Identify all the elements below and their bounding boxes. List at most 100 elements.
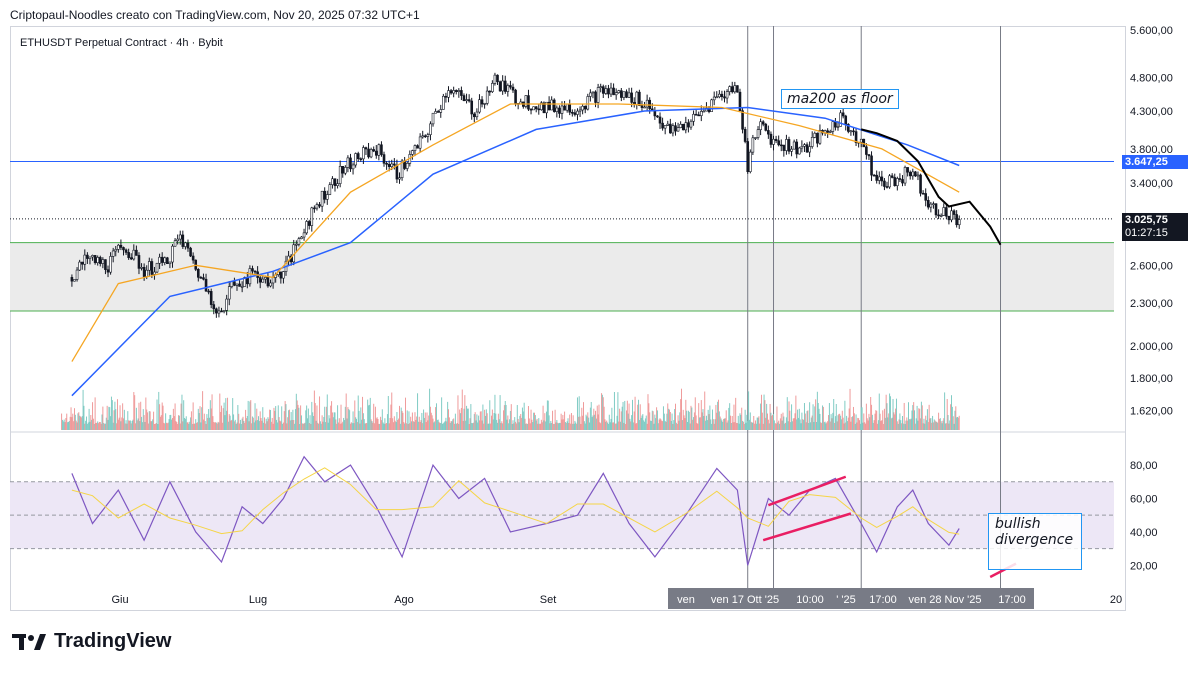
candle-body <box>233 281 236 286</box>
tradingview-logo-icon <box>12 633 46 650</box>
candle-body <box>472 113 476 118</box>
candle-body <box>896 178 899 187</box>
candle-body <box>341 165 345 174</box>
time-axis-tick: 20 <box>1110 594 1122 606</box>
candle-body <box>364 147 368 150</box>
candle-body <box>950 210 953 221</box>
candle-body <box>393 163 396 166</box>
candle-body <box>184 242 187 247</box>
candle-body <box>325 194 329 200</box>
candle-body <box>129 257 133 260</box>
candle-body <box>225 298 228 311</box>
candle-body <box>431 112 435 125</box>
candle-body <box>929 203 933 208</box>
range-zone <box>10 242 1114 312</box>
candle-body <box>924 193 928 201</box>
candle-body <box>942 207 946 216</box>
candle-body <box>282 271 285 279</box>
candle-body <box>792 141 796 150</box>
candle-body <box>442 95 445 110</box>
time-axis-tick: Set <box>540 594 557 606</box>
candle-body <box>908 171 912 177</box>
candle-body <box>251 268 254 272</box>
candle-body <box>545 101 548 114</box>
bullish-divergence-annotation[interactable]: bullish divergence <box>988 513 1082 570</box>
candle-body <box>779 144 783 147</box>
candle-body <box>86 254 89 259</box>
candle-body <box>540 102 543 110</box>
candle-body <box>475 111 479 118</box>
candle-body <box>295 243 298 246</box>
tradingview-logo[interactable]: TradingView <box>12 630 171 653</box>
price-axis-tick: 2.600,00 <box>1130 260 1173 272</box>
candle-body <box>684 122 688 131</box>
candle-body <box>560 105 564 114</box>
candle-body <box>367 148 370 158</box>
candle-body <box>583 105 587 110</box>
candle-body <box>106 269 110 273</box>
candle-body <box>798 147 801 155</box>
symbol-label: ETHUSDT Perpetual Contract · 4h · Bybit <box>20 37 223 49</box>
candle-body <box>310 207 314 226</box>
candle-body <box>712 96 716 101</box>
candle-body <box>607 88 610 95</box>
candle-body <box>418 136 422 149</box>
candle-body <box>627 92 631 98</box>
candle-body <box>235 283 239 286</box>
candle-body <box>421 135 425 138</box>
candle-body <box>467 99 471 102</box>
candle-body <box>104 259 107 270</box>
candle-body <box>374 150 378 156</box>
candle-body <box>191 255 195 261</box>
candle-body <box>738 91 742 112</box>
candle-body <box>503 80 507 92</box>
candle-body <box>671 125 675 134</box>
candle-body <box>604 88 608 94</box>
candle-body <box>710 99 713 112</box>
candle-body <box>491 83 494 92</box>
candle-body <box>565 103 569 111</box>
candle-body <box>313 207 316 210</box>
rsi-axis-tick: 20,00 <box>1130 560 1158 572</box>
candle-body <box>563 105 566 111</box>
candle-body <box>715 96 719 99</box>
candle-body <box>178 234 182 240</box>
candle-body <box>865 146 868 155</box>
candle-body <box>158 256 161 264</box>
candle-body <box>509 85 512 88</box>
candle-body <box>852 130 855 133</box>
candle-body <box>439 109 443 113</box>
candle-body <box>790 148 793 152</box>
price-axis-tick: 4.800,00 <box>1130 72 1173 84</box>
candle-body <box>114 249 118 252</box>
candle-body <box>594 91 597 103</box>
candle-body <box>723 96 726 99</box>
price-axis-tick: 3.800,00 <box>1130 144 1173 156</box>
candle-body <box>743 128 747 142</box>
candle-body <box>589 92 592 97</box>
candle-body <box>186 242 190 249</box>
candle-body <box>444 95 448 98</box>
ma200-floor-annotation[interactable]: ma200 as floor <box>781 89 899 109</box>
candle-body <box>919 174 922 194</box>
candle-body <box>841 112 845 117</box>
candle-body <box>800 146 804 149</box>
candle-body <box>558 107 561 114</box>
candle-body <box>395 164 399 180</box>
time-axis-tick: 10:00 <box>796 594 824 606</box>
candle-body <box>390 163 394 167</box>
candle-body <box>470 100 474 115</box>
candle-body <box>596 87 600 103</box>
candle-body <box>145 269 149 277</box>
candle-body <box>457 90 461 92</box>
candle-body <box>952 210 956 215</box>
candle-body <box>398 177 401 180</box>
time-axis-tick: Ago <box>394 594 414 606</box>
candle-body <box>759 121 762 130</box>
candle-body <box>839 112 842 127</box>
price-axis-tick: 2.300,00 <box>1130 298 1173 310</box>
time-axis-tick: Giu <box>111 594 128 606</box>
candle-body <box>496 74 499 82</box>
candle-body <box>699 111 703 116</box>
